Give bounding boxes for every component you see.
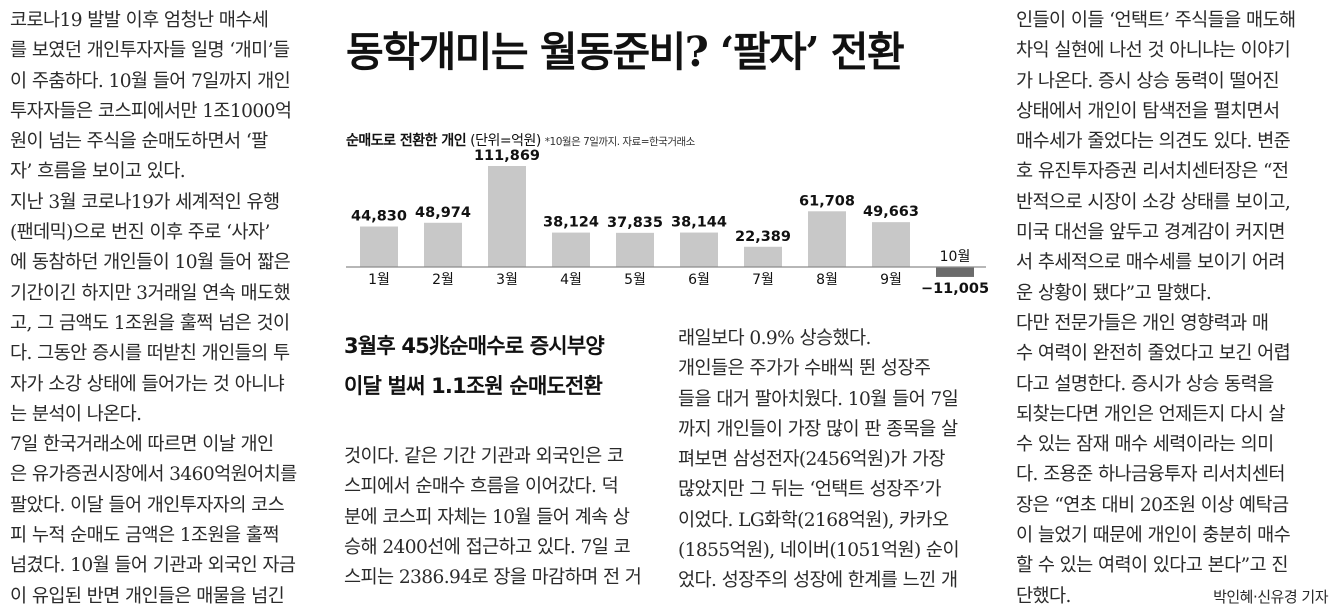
- text-line: 차익 실현에 나선 것 아니냐는 이야기: [1016, 40, 1291, 62]
- text-line: 다만 전문가들은 개인 영향력과 매: [1016, 312, 1269, 334]
- text-line: 7일 한국거래소에 따르면 이날 개인: [10, 434, 274, 456]
- text-line: 이 유입된 반면 개인들은 매물을 넘긴: [10, 585, 285, 607]
- bar-value-label: 111,869: [474, 148, 540, 164]
- text-line: 는 분석이 나온다.: [10, 403, 142, 425]
- text-line: 스피는 2386.94로 장을 마감하며 전 거: [344, 567, 642, 589]
- chart-bar: [936, 267, 974, 277]
- subhead-2: 이달 벌써 1.1조원 순매도전환: [344, 374, 603, 398]
- bar-value-label: 44,830: [351, 209, 407, 225]
- text-line: 수 여력이 완전히 줄었다고 보긴 어렵: [1016, 343, 1291, 365]
- text-line: 매수세가 줄었다는 의견도 있다. 변준: [1016, 131, 1291, 153]
- text-line: 이 늘었기 때문에 개인이 충분히 매수: [1016, 525, 1291, 547]
- text-line: 개인들은 주가가 수배씩 뛴 성장주: [678, 358, 931, 380]
- text-line: 원이 넘는 주식을 순매도하면서 ‘팔: [10, 131, 268, 153]
- category-label: 4월: [560, 272, 582, 288]
- bar-value-label: −11,005: [921, 281, 989, 297]
- chart-bar: [616, 232, 654, 267]
- text-line: 었다. 성장주의 성장에 한계를 느낀 개: [678, 570, 958, 592]
- text-line: 인들이 이들 ‘언택트’ 주식들을 매도해: [1016, 10, 1296, 31]
- text-line: 고, 그 금액도 1조원을 훌쩍 넘은 것이: [10, 312, 290, 334]
- chart-title-main: 순매도로 전환한 개인: [346, 133, 467, 149]
- text-line: 펴보면 삼성전자(2456억원)가 가장: [678, 449, 946, 471]
- text-line: 할 수 있는 여력이 있다고 본다”고 진: [1016, 555, 1288, 577]
- bar-value-label: 38,124: [543, 215, 599, 231]
- bar-value-label: 38,144: [671, 215, 727, 231]
- chart-bar: [680, 232, 718, 267]
- chart-bar: [488, 166, 526, 267]
- text-line: 이 주춤하다. 10월 들어 7일까지 개인: [10, 70, 291, 92]
- category-label: 9월: [880, 272, 902, 288]
- bar-chart: 순매도로 전환한 개인 (단위=억원) *10월은 7일까지. 자료=한국거래소 …: [346, 124, 992, 300]
- text-line: 분에 코스피 자체는 10월 들어 계속 상: [344, 506, 630, 528]
- chart-note: *10월은 7일까지. 자료=한국거래소: [544, 136, 696, 148]
- category-label: 7월: [752, 272, 774, 288]
- text-line: 장은 “연초 대비 20조원 이상 예탁금: [1016, 494, 1289, 516]
- text-line: 팔았다. 이달 들어 개인투자자의 코스: [10, 494, 285, 516]
- text-line: 투자자들은 코스피에서만 1조1000억: [10, 100, 292, 122]
- chart-bar: [872, 222, 910, 267]
- text-line: 코로나19 발발 이후 엄청난 매수세: [10, 10, 269, 31]
- subhead-1: 3월후 45兆순매수로 증시부양: [344, 334, 605, 358]
- text-line: 를 보였던 개인투자자들 일명 ‘개미’들: [10, 40, 290, 62]
- text-line: 호 유진투자증권 리서치센터장은 “전: [1016, 161, 1289, 183]
- text-line: 많았지만 그 뒤는 ‘언택트 성장주’가: [678, 479, 942, 501]
- bar-value-label: 49,663: [863, 204, 919, 220]
- chart-bar: [424, 222, 462, 267]
- text-line: 다고 설명한다. 증시가 상승 동력을: [1016, 373, 1274, 395]
- chart-bar: [744, 246, 782, 267]
- text-line: 되찾는다면 개인은 언제든지 다시 살: [1016, 403, 1285, 425]
- chart-bar: [808, 211, 846, 267]
- chart-title: 순매도로 전환한 개인 (단위=억원) *10월은 7일까지. 자료=한국거래소: [346, 130, 695, 150]
- text-line: (1855억원), 네이버(1051억원) 순이: [678, 540, 960, 562]
- text-line: 기간이긴 하지만 3거래일 연속 매도했: [10, 282, 291, 304]
- text-line: 지난 3월 코로나19가 세계적인 유행: [10, 191, 280, 213]
- text-line: 서 추세적으로 매수세를 보이기 어려: [1016, 252, 1285, 274]
- bar-value-label: 48,974: [415, 205, 471, 221]
- text-line: (팬데믹)으로 번진 이후 주로 ‘사자’: [10, 222, 270, 244]
- chart-bar: [552, 232, 590, 267]
- category-label: 10월: [940, 249, 971, 265]
- text-line: 래일보다 0.9% 상승했다.: [678, 328, 871, 349]
- text-line: 승해 2400선에 접근하고 있다. 7일 코: [344, 536, 631, 558]
- text-line: 스피에서 순매수 흐름을 이어갔다. 덕: [344, 476, 619, 498]
- text-line: 상태에서 개인이 탐색전을 펼치면서: [1016, 100, 1280, 122]
- chart-plot: 44,830 1월 48,974 2월 111,869 3월 38,124 4월 37,835 5…: [346, 148, 989, 297]
- bar-value-label: 22,389: [735, 229, 791, 245]
- text-line: 자가 소강 상태에 들어가는 것 아니냐: [10, 373, 285, 395]
- text-line: 까지 개인들이 가장 많이 판 종목을 살: [678, 418, 958, 440]
- text-line: 들을 대거 팔아치웠다. 10월 들어 7일: [678, 388, 959, 410]
- text-line: 운 상황이 됐다”고 말했다.: [1016, 282, 1212, 304]
- byline: 박인혜·신유경 기자: [1213, 587, 1328, 606]
- text-line: 단했다. 박인혜·신유경 기자: [1016, 582, 1328, 612]
- chart-unit: (단위=억원): [466, 133, 541, 149]
- category-label: 1월: [368, 272, 390, 288]
- text-line: 피 누적 순매도 금액은 1조원을 훌쩍: [10, 525, 279, 547]
- text-line: 이었다. LG화학(2168억원), 카카오: [678, 509, 949, 531]
- text-line: 가 나온다. 증시 상승 동력이 떨어진: [1016, 70, 1280, 92]
- bar-value-label: 37,835: [607, 215, 663, 231]
- headline: 동학개미는 월동준비? ‘팔자’ 전환: [346, 28, 905, 76]
- text-line: 자’ 흐름을 보이고 있다.: [10, 161, 186, 183]
- category-label: 5월: [624, 272, 646, 288]
- text-line: 에 동참하던 개인들이 10월 들어 짧은: [10, 252, 291, 274]
- text-line: 반적으로 시장이 소강 상태를 보이고,: [1016, 191, 1291, 213]
- chart-bar: [360, 226, 398, 267]
- text-line: 다. 그동안 증시를 떠받친 개인들의 투: [10, 343, 290, 365]
- category-label: 6월: [688, 272, 710, 288]
- text-line: 것이다. 같은 기간 기관과 외국인은 코: [344, 446, 624, 467]
- category-label: 3월: [496, 272, 518, 288]
- text-line: 은 유가증권시장에서 3460억원어치를: [10, 464, 297, 486]
- category-label: 2월: [432, 272, 454, 288]
- text-line: 미국 대선을 앞두고 경계감이 커지면: [1016, 222, 1285, 244]
- category-label: 8월: [816, 272, 838, 288]
- text-line: 다. 조용준 하나금융투자 리서치센터: [1016, 464, 1285, 486]
- bar-value-label: 61,708: [799, 193, 855, 209]
- text-line: 넘겼다. 10월 들어 기관과 외국인 자금: [10, 555, 296, 577]
- text-line: 수 있는 잠재 매수 세력이라는 의미: [1016, 434, 1274, 456]
